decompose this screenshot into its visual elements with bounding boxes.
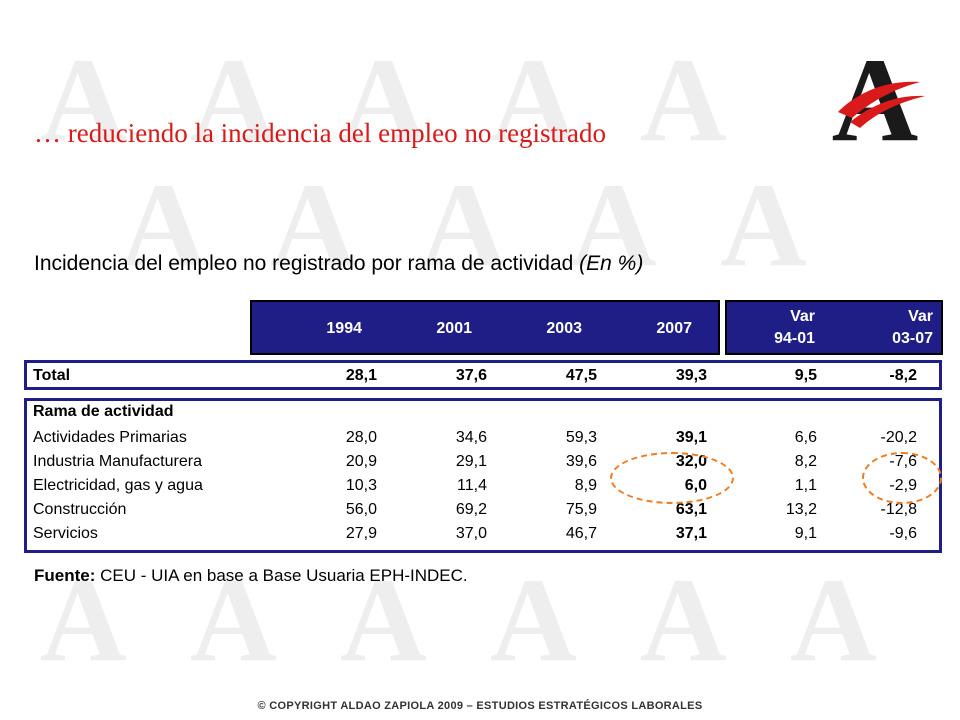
watermark-glyph: A bbox=[720, 158, 807, 291]
section-label: Rama de actividad bbox=[33, 403, 174, 420]
activity-value: 20,9 bbox=[345, 453, 377, 470]
activity-value: 37,1 bbox=[675, 525, 707, 542]
activity-value: -12,8 bbox=[880, 501, 917, 518]
highlight-ellipse-2007 bbox=[610, 452, 734, 504]
watermark-glyph: A bbox=[40, 553, 127, 686]
header-variations: Var 94-01 Var 03-07 bbox=[725, 300, 943, 355]
activity-label: Industria Manufacturera bbox=[33, 453, 202, 470]
watermark-glyph: A bbox=[640, 553, 727, 686]
activity-value: 34,6 bbox=[455, 429, 487, 446]
activity-value: 75,9 bbox=[565, 501, 597, 518]
activity-value: 6,6 bbox=[794, 429, 817, 446]
watermark-glyph: A bbox=[270, 158, 357, 291]
watermark-glyph: A bbox=[420, 158, 507, 291]
activity-label: Servicios bbox=[33, 525, 98, 542]
activity-value: 8,2 bbox=[794, 453, 817, 470]
activity-value: 11,4 bbox=[457, 477, 487, 494]
total-value: 37,6 bbox=[455, 367, 487, 384]
total-value: 9,5 bbox=[794, 367, 817, 384]
activity-value: 10,3 bbox=[345, 477, 377, 494]
slide-title: … reduciendo la incidencia del empleo no… bbox=[34, 118, 607, 148]
watermark-glyph: A bbox=[340, 33, 427, 166]
watermark-glyph: A bbox=[490, 33, 577, 166]
activity-value: 56,0 bbox=[345, 501, 377, 518]
watermark-glyph: A bbox=[190, 33, 277, 166]
activity-value: -9,6 bbox=[889, 525, 917, 542]
activity-value: 1,1 bbox=[794, 477, 817, 494]
highlight-ellipse-var bbox=[862, 452, 942, 504]
header-var-period: 03-07 bbox=[892, 330, 933, 347]
activity-value: 8,9 bbox=[574, 477, 597, 494]
logo-swoosh bbox=[838, 81, 920, 118]
source-note: Fuente: CEU - UIA en base a Base Usuaria… bbox=[34, 566, 468, 586]
watermark-glyph: A bbox=[40, 33, 127, 166]
activity-value: 63,1 bbox=[675, 501, 707, 518]
watermark-glyph: A bbox=[490, 553, 577, 686]
watermark-glyph: A bbox=[340, 553, 427, 686]
activity-value: 29,1 bbox=[455, 453, 487, 470]
copyright-footer: © COPYRIGHT ALDAO ZAPIOLA 2009 – ESTUDIO… bbox=[257, 700, 703, 712]
activity-value: 28,0 bbox=[345, 429, 377, 446]
total-label: Total bbox=[33, 367, 71, 384]
header-year: 2007 bbox=[656, 320, 692, 337]
activity-value: 46,7 bbox=[565, 525, 597, 542]
activity-label: Actividades Primarias bbox=[33, 429, 187, 446]
activity-value: 39,6 bbox=[565, 453, 597, 470]
total-row: Total 28,1 37,6 47,5 39,3 9,5 -8,2 bbox=[24, 360, 942, 390]
header-var-period: 94-01 bbox=[774, 330, 815, 347]
total-value: 47,5 bbox=[565, 367, 597, 384]
watermark-glyph: A bbox=[640, 33, 727, 166]
total-value: 28,1 bbox=[345, 367, 377, 384]
brand-logo: A bbox=[832, 40, 925, 150]
header-var-label: Var bbox=[908, 308, 933, 325]
table-caption: Incidencia del empleo no registrado por … bbox=[34, 252, 643, 276]
header-year: 1994 bbox=[326, 320, 362, 337]
activity-value: 69,2 bbox=[455, 501, 487, 518]
activity-label: Electricidad, gas y agua bbox=[33, 477, 203, 494]
activity-value: 39,1 bbox=[675, 429, 707, 446]
activity-value: 27,9 bbox=[345, 525, 377, 542]
activity-table: Rama de actividad Actividades Primarias 2… bbox=[24, 398, 942, 553]
activity-value: 37,0 bbox=[455, 525, 487, 542]
header-year: 2003 bbox=[546, 320, 582, 337]
header-year: 2001 bbox=[436, 320, 472, 337]
header-years: 1994 2001 2003 2007 bbox=[250, 300, 720, 355]
activity-value: -20,2 bbox=[880, 429, 917, 446]
table-caption-unit: (En %) bbox=[579, 252, 644, 275]
source-text: CEU - UIA en base a Base Usuaria EPH-IND… bbox=[100, 566, 468, 585]
watermark-glyph: A bbox=[190, 553, 277, 686]
activity-value: 13,2 bbox=[785, 501, 817, 518]
total-value: -8,2 bbox=[889, 367, 917, 384]
activity-value: 59,3 bbox=[565, 429, 597, 446]
watermark-glyph: A bbox=[570, 158, 657, 291]
table-caption-text: Incidencia del empleo no registrado por … bbox=[34, 252, 574, 275]
logo-swoosh bbox=[850, 95, 925, 128]
activity-value: 9,1 bbox=[794, 525, 817, 542]
activity-label: Construcción bbox=[33, 501, 127, 518]
header-var-label: Var bbox=[790, 308, 815, 325]
source-label: Fuente: bbox=[34, 566, 96, 585]
watermark-glyph: A bbox=[790, 553, 877, 686]
total-value: 39,3 bbox=[675, 367, 707, 384]
watermark-glyph: A bbox=[120, 158, 207, 291]
